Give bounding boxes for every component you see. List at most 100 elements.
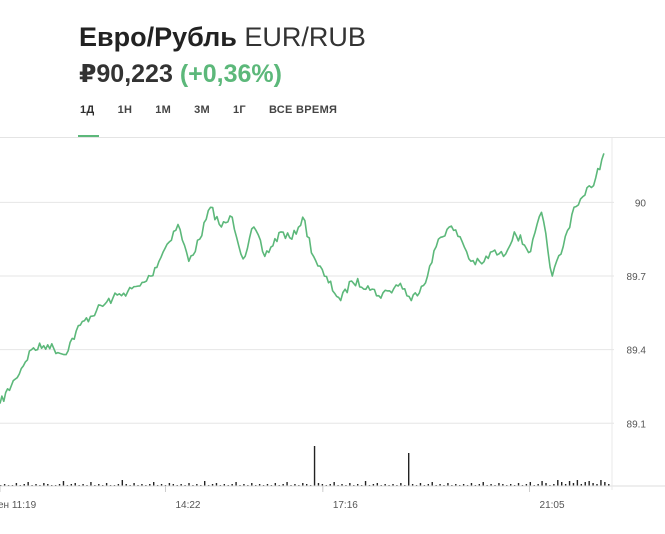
- volume-bar: [419, 483, 422, 486]
- volume-bar: [302, 483, 304, 486]
- volume-bar: [537, 484, 539, 486]
- volume-bar: [517, 483, 520, 486]
- volume-bar: [35, 484, 37, 486]
- volume-bar: [121, 480, 124, 486]
- volume-bar: [447, 483, 449, 486]
- volume-bar: [541, 481, 543, 486]
- volume-bar: [604, 482, 606, 486]
- volume-bar: [333, 482, 335, 486]
- volume-bar: [545, 483, 547, 486]
- volume-bar: [125, 484, 127, 486]
- volume-bar: [90, 482, 92, 486]
- volume-bar: [243, 484, 245, 486]
- volume-bar: [529, 482, 532, 486]
- volume-bar: [180, 484, 182, 486]
- volume-bar: [98, 484, 100, 486]
- volume-bar: [478, 484, 481, 486]
- volume-bar: [215, 483, 218, 486]
- period-tabs: 1Д 1Н 1М 3М 1Г ВСЕ ВРЕМЯ: [78, 104, 360, 137]
- volume-bar: [141, 484, 143, 486]
- volume-bar: [588, 481, 590, 486]
- volume-bar: [482, 482, 484, 486]
- volume-bar: [258, 484, 261, 486]
- volume-bar: [306, 484, 308, 486]
- volume-bar: [47, 484, 49, 486]
- volume-bar: [470, 483, 473, 486]
- volume-bar: [313, 446, 316, 486]
- volume-bar: [204, 481, 206, 486]
- volume-bar: [372, 484, 375, 486]
- volume-bar: [561, 482, 563, 486]
- y-tick-label: 90: [635, 198, 647, 209]
- volume-bar: [572, 483, 575, 486]
- volume-bar: [74, 483, 76, 486]
- volume-bar: [376, 483, 379, 486]
- volume-bar: [235, 482, 237, 486]
- price-line: [0, 153, 605, 404]
- volume-bar: [15, 483, 18, 486]
- volume-bar: [294, 484, 296, 486]
- tab-3m[interactable]: 3М: [194, 104, 211, 116]
- volume-bar: [43, 483, 45, 486]
- volume-bar: [153, 482, 155, 486]
- volume-bar: [231, 484, 233, 486]
- volume-bar: [498, 483, 500, 486]
- price-row: ₽90,223 (+0,36%): [79, 58, 366, 90]
- volume-bar: [568, 481, 571, 486]
- volume-bar: [341, 484, 343, 486]
- volume-bar: [168, 483, 171, 486]
- y-tick-label: 89.1: [627, 419, 647, 430]
- volume-bar: [286, 482, 288, 486]
- instrument-title-row: Евро/Рубль EUR/RUB: [79, 20, 366, 54]
- volume-bar: [357, 484, 359, 486]
- tab-1m[interactable]: 1М: [155, 104, 172, 116]
- volume-bar: [411, 484, 414, 486]
- volume-bar: [23, 484, 25, 486]
- volume-bar: [580, 484, 583, 486]
- tab-1d[interactable]: 1Д: [78, 104, 99, 137]
- volume-bar: [3, 484, 6, 486]
- y-tick-label: 89.7: [627, 272, 647, 283]
- volume-bar: [251, 483, 253, 486]
- volume-bar: [27, 482, 29, 486]
- volume-bar: [317, 483, 320, 486]
- volume-bar: [274, 483, 277, 486]
- volume-bar: [105, 483, 108, 486]
- y-tick-label: 89.4: [627, 346, 647, 357]
- volume-bar: [70, 484, 73, 486]
- volume-bar: [384, 484, 386, 486]
- tab-1y[interactable]: 1Г: [233, 104, 246, 116]
- volume-bar: [408, 453, 410, 486]
- instrument-header: Евро/Рубль EUR/RUB ₽90,223 (+0,36%): [79, 20, 366, 90]
- volume-bar: [188, 483, 190, 486]
- volume-bar: [600, 480, 602, 486]
- instrument-name: Евро/Рубль: [79, 22, 237, 52]
- volume-bar: [392, 484, 394, 486]
- volume-bar: [329, 484, 331, 486]
- x-axis-ticks: сен 11:19 14:22 17:16 21:05: [0, 486, 565, 511]
- header-divider: [0, 137, 665, 138]
- volume-bar: [172, 484, 175, 486]
- volume-bar: [364, 481, 367, 486]
- volume-bar: [490, 484, 492, 486]
- volume-bar: [133, 483, 135, 486]
- volume-bar: [211, 484, 214, 486]
- tab-all-time[interactable]: ВСЕ ВРЕМЯ: [268, 104, 338, 116]
- volume-bar: [58, 484, 61, 486]
- tab-1w[interactable]: 1Н: [117, 104, 133, 116]
- price-chart[interactable]: 90 89.7 89.4 89.1 сен 11:19 14:22 17:16 21:05: [0, 138, 665, 534]
- volume-bar: [149, 484, 151, 486]
- volume-bar: [525, 484, 528, 486]
- volume-bars: [0, 446, 610, 486]
- price-series: [0, 153, 605, 404]
- x-tick-label: 21:05: [540, 500, 565, 511]
- volume-bar: [553, 484, 555, 486]
- price-change: (+0,36%): [179, 60, 282, 88]
- volume-bar: [564, 484, 567, 486]
- chart-grid: [0, 201, 614, 424]
- volume-bar: [576, 480, 579, 486]
- volume-bar: [439, 484, 441, 486]
- volume-bar: [608, 484, 610, 486]
- x-tick-label: 17:16: [333, 500, 358, 511]
- volume-bar: [321, 484, 324, 486]
